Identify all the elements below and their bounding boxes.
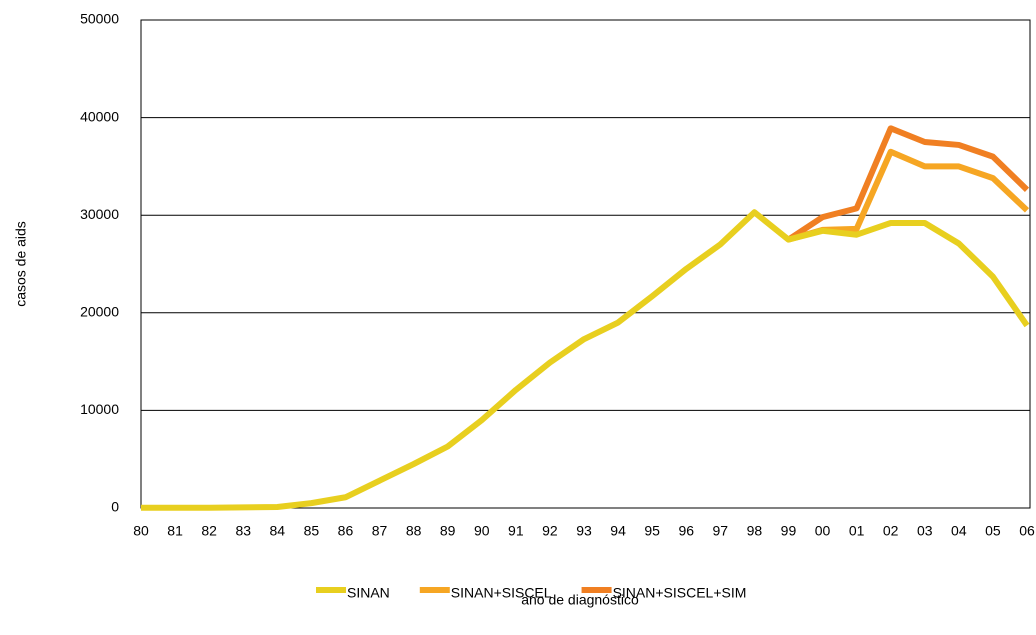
x-tick-label: 82 <box>201 523 217 539</box>
legend-label: SINAN <box>347 585 390 601</box>
x-tick-label: 95 <box>644 523 660 539</box>
x-tick-label: 87 <box>372 523 388 539</box>
line-series <box>787 148 1030 243</box>
x-tick-label: 05 <box>985 523 1001 539</box>
y-tick-label: 10000 <box>80 401 119 417</box>
y-tick-label: 20000 <box>80 304 119 320</box>
x-tick-label: 80 <box>133 523 149 539</box>
x-tick-label: 98 <box>747 523 763 539</box>
x-tick-label: 85 <box>304 523 320 539</box>
x-tick-label: 91 <box>508 523 524 539</box>
y-tick-label: 0 <box>111 499 119 515</box>
y-tick-label: 40000 <box>80 108 119 124</box>
x-tick-label: 99 <box>781 523 797 539</box>
x-tick-label: 92 <box>542 523 558 539</box>
x-tick-label: 83 <box>235 523 251 539</box>
plot-border <box>140 19 1031 509</box>
x-tick-label: 96 <box>678 523 694 539</box>
x-axis-label: ano de diagnóstico <box>521 592 639 608</box>
x-tick-label: 86 <box>338 523 354 539</box>
x-tick-label: 04 <box>951 523 967 539</box>
x-tick-label: 01 <box>849 523 865 539</box>
legend-label: SINAN+SISCEL+SIM <box>613 585 747 601</box>
x-tick-label: 03 <box>917 523 933 539</box>
y-tick-label: 50000 <box>80 11 119 27</box>
x-tick-label: 00 <box>815 523 831 539</box>
x-tick-label: 02 <box>883 523 899 539</box>
x-tick-label: 93 <box>576 523 592 539</box>
y-axis-label: casos de aids <box>13 221 29 307</box>
x-tick-label: 89 <box>440 523 456 539</box>
x-tick-label: 84 <box>270 523 286 539</box>
legend-label: SINAN+SISCEL <box>451 585 552 601</box>
y-tick-label: 30000 <box>80 206 119 222</box>
x-tick-label: 88 <box>406 523 422 539</box>
x-tick-label: 81 <box>167 523 183 539</box>
line-series <box>141 209 1030 511</box>
x-tick-label: 97 <box>713 523 729 539</box>
x-tick-label: 94 <box>610 523 626 539</box>
x-tick-label: 90 <box>474 523 490 539</box>
line-series <box>786 125 1030 243</box>
x-tick-label: 06 <box>1019 523 1035 539</box>
